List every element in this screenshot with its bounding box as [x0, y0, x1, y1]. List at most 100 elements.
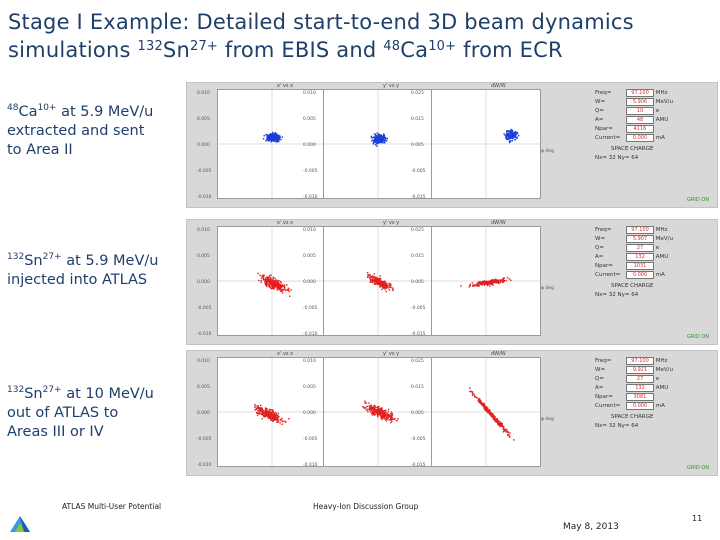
parameter-value[interactable]: 48 [626, 116, 654, 124]
particle-point [272, 417, 274, 420]
particle-point [493, 279, 495, 281]
particle-point [259, 408, 262, 410]
parameter-value[interactable]: 5.906 [626, 98, 654, 106]
particle-point [270, 276, 272, 279]
parameter-value[interactable]: 27 [626, 375, 654, 383]
parameter-value[interactable]: 132 [626, 253, 654, 261]
particle-point [270, 278, 272, 280]
parameter-value[interactable]: 0.000 [626, 134, 654, 142]
y-tick-label: 0.025 [411, 228, 424, 233]
particle-point [266, 278, 268, 280]
particle-point [386, 137, 388, 140]
particle-point [388, 282, 390, 285]
particle-point [490, 413, 492, 416]
phase-space-plot [431, 89, 541, 199]
particle-point [503, 133, 505, 135]
particle-point [265, 280, 268, 282]
particle-point [378, 408, 380, 410]
particle-point [378, 406, 380, 408]
particle-point [471, 390, 473, 393]
plot-label: y' vs y [383, 351, 400, 357]
particle-point [374, 406, 377, 408]
parameter-value[interactable]: 97.100 [626, 357, 654, 365]
parameter-row: Current= 0.000 mA [595, 134, 665, 142]
particle-point [269, 413, 272, 415]
particle-point [270, 137, 272, 139]
particle-point [383, 285, 385, 287]
parameter-value[interactable]: 4116 [626, 125, 654, 133]
particle-point [513, 134, 515, 136]
particle-point [271, 409, 273, 411]
parameter-value[interactable]: 10 [626, 107, 654, 115]
particle-point [262, 275, 264, 278]
particle-point [374, 413, 376, 415]
phase-space-plot [217, 226, 327, 336]
particle-point [386, 418, 388, 421]
parameter-value[interactable]: 9.921 [626, 366, 654, 374]
sn-charge: 27+ [189, 39, 219, 54]
particle-point [269, 416, 272, 418]
particle-point [387, 416, 389, 418]
particle-point [512, 133, 514, 135]
plot-label: y' vs y [383, 83, 400, 89]
plot-label: dW/W [491, 220, 506, 226]
particle-point [376, 414, 379, 416]
particle-point [280, 138, 282, 141]
particle-point [489, 281, 491, 283]
parameter-value[interactable]: 97.100 [626, 226, 654, 234]
particle-point [508, 140, 511, 142]
particle-point [469, 390, 472, 392]
particle-point [388, 285, 390, 287]
particle-point [273, 137, 275, 139]
parameter-value[interactable]: 3081 [626, 393, 654, 401]
particle-point [269, 282, 271, 285]
particle-point [377, 415, 379, 417]
parameter-row: Freq= 97.100 MHz [595, 357, 668, 365]
particle-point [481, 284, 483, 286]
particle-point [376, 132, 379, 134]
phase-axis-label: φ deg [541, 149, 554, 154]
particle-point [272, 417, 274, 419]
grid-on-toggle[interactable]: GRID ON [687, 465, 709, 471]
particle-point [277, 412, 279, 415]
particle-point [372, 407, 374, 409]
particle-point [262, 138, 265, 140]
grid-on-toggle[interactable]: GRID ON [687, 334, 709, 340]
parameter-value[interactable]: 27 [626, 244, 654, 252]
particle-point [370, 409, 373, 412]
particle-point [277, 415, 279, 417]
particle-point [478, 282, 480, 285]
parameter-value[interactable]: 1031 [626, 262, 654, 270]
particle-point [379, 414, 382, 416]
y-tick-label: 0.005 [197, 117, 210, 122]
particle-point [489, 413, 491, 416]
particle-point [377, 409, 380, 411]
particle-point [278, 416, 280, 418]
parameter-value[interactable]: 97.100 [626, 89, 654, 97]
particle-point [367, 275, 369, 278]
parameter-value[interactable]: 0.000 [626, 271, 654, 279]
particle-point [370, 407, 373, 409]
particle-point [374, 280, 377, 283]
particle-point [482, 281, 485, 284]
particle-point [368, 274, 370, 276]
particle-point [257, 409, 259, 412]
particle-point [490, 283, 493, 285]
particle-point [485, 407, 487, 410]
parameter-value[interactable]: 132 [626, 384, 654, 392]
particle-point [272, 139, 275, 142]
particle-point [507, 431, 510, 433]
parameter-value[interactable]: 5.907 [626, 235, 654, 243]
grid-on-toggle[interactable]: GRID ON [687, 197, 709, 203]
particle-point [271, 287, 273, 289]
particle-point [370, 276, 372, 278]
parameter-name: A= [595, 254, 604, 260]
parameter-value[interactable]: 0.000 [626, 402, 654, 410]
particle-point [262, 274, 264, 276]
particle-point [263, 409, 265, 412]
particle-point [509, 137, 512, 140]
particle-point [278, 284, 280, 287]
particle-point [510, 279, 512, 281]
particle-point [496, 419, 498, 421]
particle-point [370, 137, 373, 139]
